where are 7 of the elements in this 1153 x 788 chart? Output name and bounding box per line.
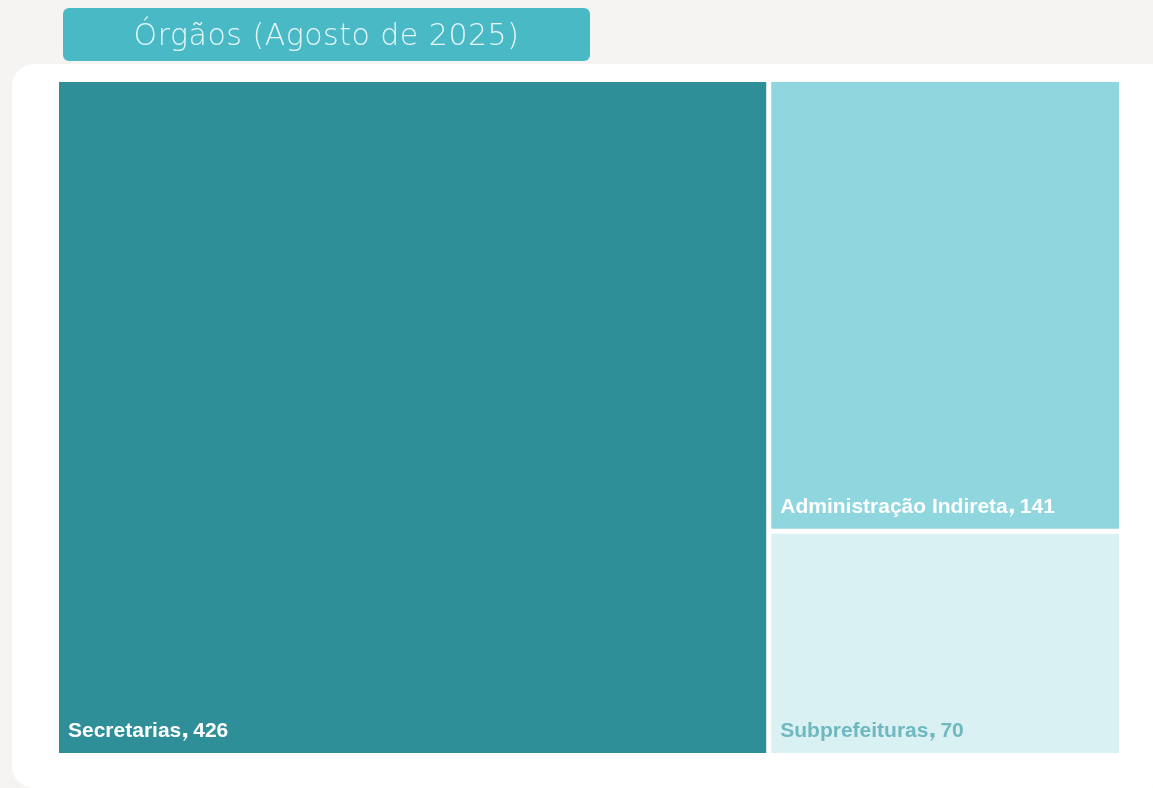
- text: Órgãos (Agosto de 2025): [63, 8, 590, 61]
- data-label: 141: [1019, 493, 1056, 517]
- category-label: Administração Indireta: [780, 493, 1009, 517]
- data-label: 70: [940, 718, 964, 741]
- data-label: 426: [193, 718, 229, 741]
- category-label: Secretarias: [68, 718, 182, 741]
- category-label: Subprefeituras: [780, 718, 929, 741]
